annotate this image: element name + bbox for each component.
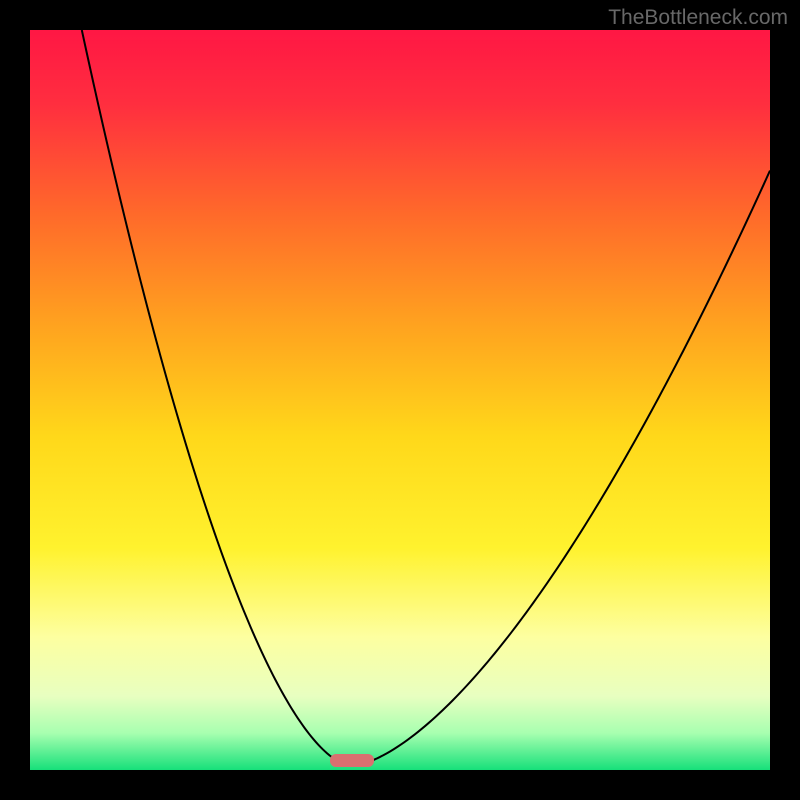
bottleneck-curve — [30, 30, 770, 770]
chart-container: TheBottleneck.com — [0, 0, 800, 800]
optimal-marker — [330, 754, 374, 767]
plot-area — [30, 30, 770, 770]
watermark-text: TheBottleneck.com — [608, 6, 788, 30]
